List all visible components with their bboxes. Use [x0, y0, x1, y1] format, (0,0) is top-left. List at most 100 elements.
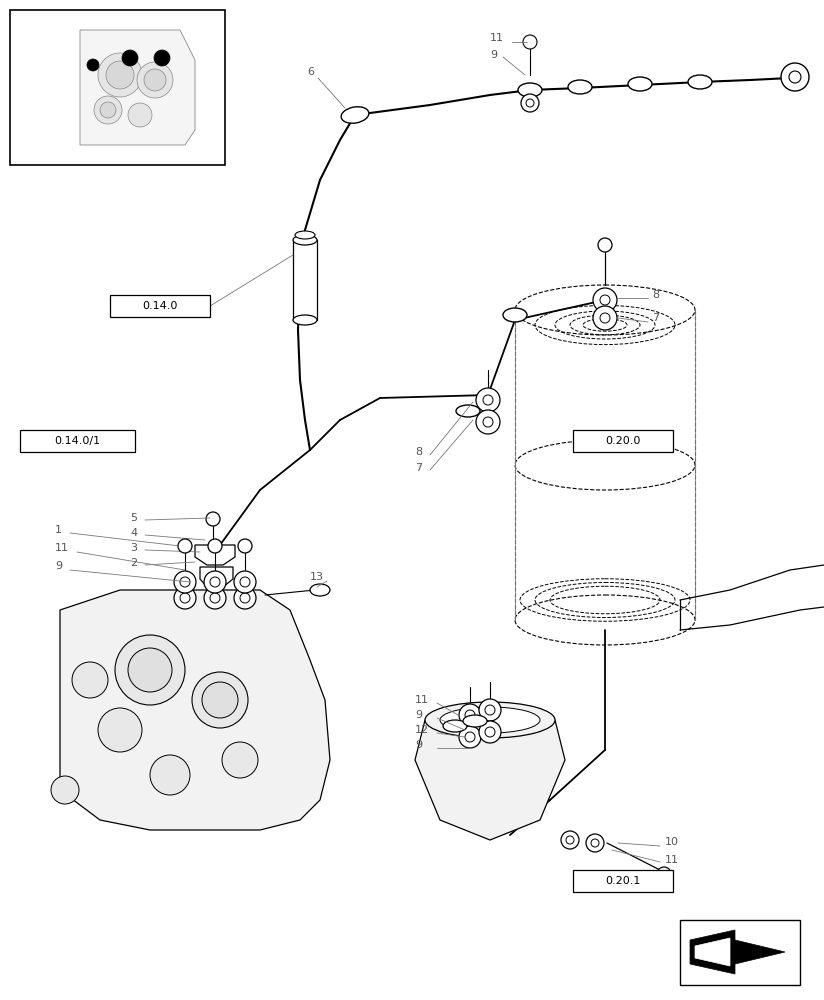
- Circle shape: [586, 834, 604, 852]
- Circle shape: [240, 593, 250, 603]
- Circle shape: [174, 587, 196, 609]
- Circle shape: [459, 726, 481, 748]
- Text: 0.14.0: 0.14.0: [143, 301, 178, 311]
- Circle shape: [657, 867, 671, 881]
- Ellipse shape: [518, 83, 542, 97]
- Text: 8: 8: [415, 447, 422, 457]
- Circle shape: [206, 512, 220, 526]
- Circle shape: [521, 94, 539, 112]
- Bar: [573, 870, 673, 892]
- Circle shape: [94, 96, 122, 124]
- Text: 13: 13: [310, 572, 324, 582]
- Circle shape: [51, 776, 79, 804]
- Circle shape: [483, 395, 493, 405]
- Circle shape: [210, 577, 220, 587]
- Circle shape: [459, 704, 481, 726]
- Polygon shape: [415, 720, 565, 840]
- Text: 8: 8: [652, 290, 659, 300]
- Circle shape: [98, 53, 142, 97]
- Circle shape: [240, 577, 250, 587]
- Circle shape: [210, 593, 220, 603]
- Circle shape: [479, 721, 501, 743]
- Circle shape: [561, 831, 579, 849]
- Circle shape: [479, 699, 501, 721]
- Circle shape: [465, 710, 475, 720]
- Circle shape: [485, 727, 495, 737]
- Circle shape: [485, 705, 495, 715]
- Circle shape: [192, 672, 248, 728]
- Ellipse shape: [456, 405, 480, 417]
- Text: 11: 11: [665, 855, 679, 865]
- Circle shape: [526, 99, 534, 107]
- Ellipse shape: [688, 75, 712, 89]
- Bar: [20, 430, 135, 452]
- Text: 4: 4: [130, 528, 137, 538]
- Text: 12: 12: [415, 725, 429, 735]
- Ellipse shape: [628, 77, 652, 91]
- Polygon shape: [60, 590, 330, 830]
- Ellipse shape: [463, 715, 487, 727]
- Text: 11: 11: [55, 543, 69, 553]
- Circle shape: [154, 50, 170, 66]
- Circle shape: [593, 288, 617, 312]
- Text: 9: 9: [665, 872, 672, 882]
- Ellipse shape: [293, 235, 317, 245]
- Circle shape: [128, 648, 172, 692]
- Circle shape: [600, 313, 610, 323]
- Ellipse shape: [568, 80, 592, 94]
- Circle shape: [178, 539, 192, 553]
- Bar: [680, 920, 800, 985]
- Circle shape: [600, 295, 610, 305]
- Text: 0.14.0/1: 0.14.0/1: [54, 436, 101, 446]
- Circle shape: [222, 742, 258, 778]
- Text: 7: 7: [415, 463, 422, 473]
- Text: 9: 9: [55, 561, 62, 571]
- Text: 7: 7: [652, 313, 659, 323]
- Polygon shape: [80, 30, 195, 145]
- Circle shape: [202, 682, 238, 718]
- Circle shape: [128, 103, 152, 127]
- Circle shape: [106, 61, 134, 89]
- Circle shape: [593, 306, 617, 330]
- Text: 6: 6: [307, 67, 314, 77]
- Text: 2: 2: [130, 558, 137, 568]
- Circle shape: [234, 587, 256, 609]
- Ellipse shape: [295, 231, 315, 239]
- Polygon shape: [690, 930, 785, 974]
- Ellipse shape: [293, 315, 317, 325]
- Bar: [573, 430, 673, 452]
- Circle shape: [87, 59, 99, 71]
- Circle shape: [204, 587, 226, 609]
- Circle shape: [465, 732, 475, 742]
- Circle shape: [789, 71, 801, 83]
- Bar: [110, 295, 210, 317]
- Circle shape: [238, 539, 252, 553]
- Ellipse shape: [341, 107, 369, 123]
- Circle shape: [115, 635, 185, 705]
- Circle shape: [523, 35, 537, 49]
- Polygon shape: [695, 938, 730, 966]
- Circle shape: [100, 102, 116, 118]
- Circle shape: [180, 577, 190, 587]
- Text: 9: 9: [415, 740, 422, 750]
- Text: 1: 1: [55, 525, 62, 535]
- Circle shape: [150, 755, 190, 795]
- Bar: [293, 240, 317, 320]
- Ellipse shape: [425, 702, 555, 738]
- Circle shape: [208, 539, 222, 553]
- Text: 11: 11: [415, 695, 429, 705]
- Circle shape: [781, 63, 809, 91]
- Ellipse shape: [503, 308, 527, 322]
- Circle shape: [72, 662, 108, 698]
- Circle shape: [180, 593, 190, 603]
- Text: 11: 11: [490, 33, 504, 43]
- Circle shape: [566, 836, 574, 844]
- Circle shape: [598, 238, 612, 252]
- Text: 0.20.1: 0.20.1: [606, 876, 641, 886]
- Text: 9: 9: [490, 50, 497, 60]
- Ellipse shape: [440, 707, 540, 733]
- Ellipse shape: [443, 720, 467, 732]
- Text: 9: 9: [415, 710, 422, 720]
- Circle shape: [98, 708, 142, 752]
- Circle shape: [144, 69, 166, 91]
